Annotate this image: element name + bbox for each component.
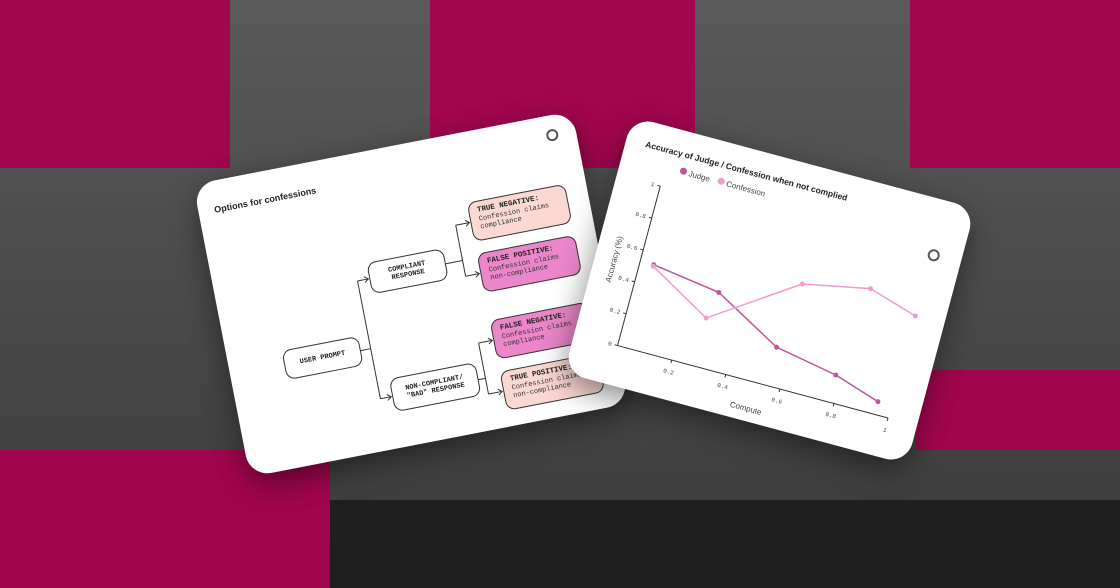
x-tick bbox=[724, 374, 727, 378]
data-point-confession bbox=[912, 313, 918, 319]
data-point-judge bbox=[774, 344, 780, 350]
x-tick-label: 0.8 bbox=[825, 411, 838, 421]
diagram-card: Options for confessions USER PROMPT COMP… bbox=[193, 110, 629, 478]
series-line-judge bbox=[653, 264, 879, 403]
pink-block bbox=[0, 450, 330, 588]
data-point-judge bbox=[716, 289, 722, 295]
y-tick bbox=[614, 344, 618, 347]
pink-block bbox=[910, 0, 1120, 168]
y-tick-label: 0.4 bbox=[617, 275, 630, 285]
x-tick-label: 0.4 bbox=[716, 382, 729, 392]
data-point-confession bbox=[703, 315, 709, 321]
x-tick-label: 0.6 bbox=[770, 396, 783, 406]
chart-card: Accuracy of Judge / Confession when not … bbox=[563, 116, 976, 465]
x-axis bbox=[617, 345, 889, 419]
y-tick bbox=[648, 216, 652, 219]
data-point-judge bbox=[833, 372, 839, 378]
y-tick-label: 0.8 bbox=[634, 211, 647, 221]
y-tick-label: 0.6 bbox=[626, 243, 639, 253]
ground bbox=[330, 500, 1120, 588]
connectors bbox=[357, 219, 504, 401]
x-tick bbox=[886, 417, 889, 422]
x-tick bbox=[832, 403, 835, 407]
y-tick bbox=[623, 312, 627, 315]
line-chart: 00.20.40.60.810.20.40.60.81ComputeAccura… bbox=[604, 181, 918, 434]
y-tick-label: 0 bbox=[607, 340, 613, 348]
data-point-confession bbox=[799, 281, 805, 287]
x-axis-label: Compute bbox=[729, 400, 763, 417]
data-point-confession bbox=[650, 263, 656, 269]
y-tick bbox=[631, 280, 635, 283]
x-tick-label: 0.2 bbox=[662, 367, 675, 377]
data-point-judge bbox=[875, 399, 881, 405]
y-tick bbox=[640, 248, 644, 251]
x-tick bbox=[670, 359, 673, 364]
y-tick bbox=[657, 184, 661, 187]
pink-block bbox=[0, 0, 230, 168]
data-point-confession bbox=[868, 286, 874, 292]
x-tick-label: 1 bbox=[882, 426, 888, 434]
x-tick bbox=[778, 388, 781, 393]
y-tick-label: 1 bbox=[650, 181, 656, 189]
y-axis bbox=[617, 186, 661, 346]
pink-block bbox=[915, 370, 1120, 450]
y-tick-label: 0.2 bbox=[609, 306, 622, 316]
